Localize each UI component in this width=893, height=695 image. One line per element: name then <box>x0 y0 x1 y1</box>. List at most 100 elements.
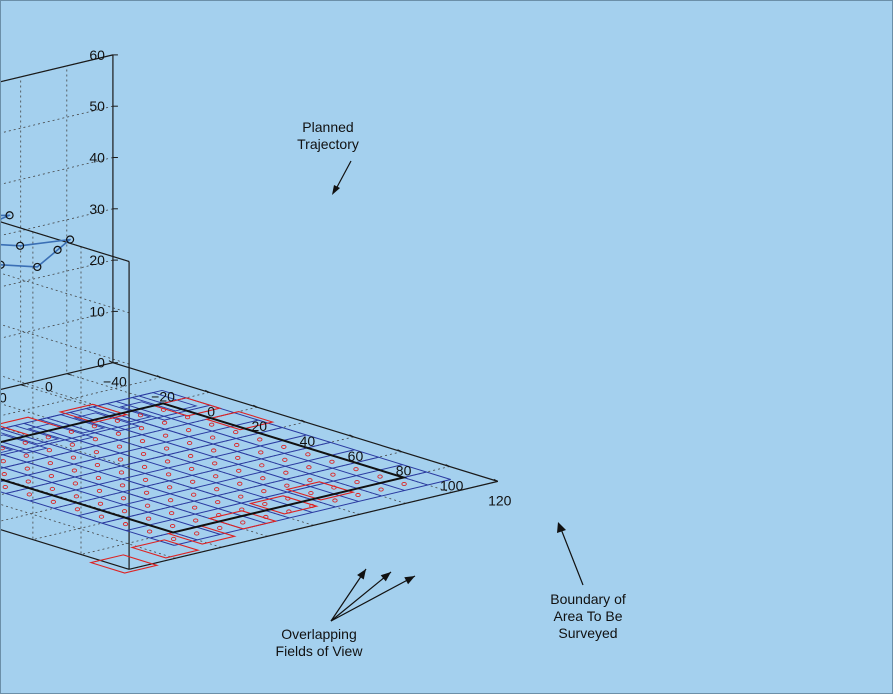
ground-waypoint <box>309 503 315 509</box>
x-tick-label: 60 <box>348 448 364 464</box>
ground-waypoint <box>140 451 147 457</box>
ground-waypoint <box>69 442 76 447</box>
ground-waypoint <box>185 428 192 433</box>
survey-boundary <box>1 402 408 534</box>
ground-waypoint <box>1 446 5 451</box>
ground-waypoint <box>215 500 221 505</box>
chart-axes <box>1 54 498 570</box>
ground-waypoint <box>166 485 173 490</box>
ground-waypoint <box>122 522 129 527</box>
ground-waypoint <box>70 455 77 460</box>
ground-waypoint <box>234 442 240 448</box>
ground-waypoint <box>331 485 337 490</box>
ground-waypoint <box>263 514 269 520</box>
coverage-cell <box>84 403 152 423</box>
ground-waypoint <box>285 496 291 501</box>
ground-waypoint <box>74 507 81 512</box>
ground-waypoint <box>48 473 55 479</box>
ground-waypoint <box>143 490 150 495</box>
ground-waypoint <box>164 459 171 464</box>
x-tick-label: 80 <box>396 463 412 479</box>
z-tick-label: 50 <box>89 98 105 114</box>
ground-waypoint <box>236 468 242 473</box>
field-of-view <box>204 411 275 431</box>
ground-waypoint <box>146 529 153 534</box>
ground-waypoint <box>186 441 193 446</box>
x-tick-mark <box>349 434 354 438</box>
ground-waypoint <box>239 507 245 512</box>
ground-waypoint <box>45 435 51 440</box>
overlapping-arrowhead <box>357 569 366 580</box>
coverage-line <box>92 406 382 497</box>
ground-waypoint <box>214 487 220 492</box>
ground-waypoint <box>209 422 215 427</box>
overlapping-fields-label: Overlapping Fields of View <box>276 626 364 659</box>
x-tick-label: 120 <box>488 492 512 508</box>
x-tick-mark <box>397 449 402 453</box>
ground-waypoint <box>282 457 288 462</box>
ground-waypoint <box>116 444 123 449</box>
ground-waypoint <box>49 486 56 491</box>
overlapping-arrowhead <box>404 576 415 585</box>
planned-trajectory-layer <box>1 211 75 272</box>
ground-waypoint <box>137 413 144 418</box>
field-of-view <box>88 554 159 574</box>
coverage-cell <box>27 423 95 443</box>
ground-waypoint <box>235 455 241 460</box>
ground-waypoint <box>216 512 222 518</box>
ground-waypoint <box>306 465 312 470</box>
ground-waypoint <box>91 424 98 429</box>
ground-waypoint <box>191 492 197 497</box>
y-tick-mark <box>20 384 26 387</box>
ground-waypoint <box>73 494 80 499</box>
x-tick-mark <box>108 360 114 364</box>
ground-waypoint <box>97 501 104 506</box>
ground-waypoint <box>22 440 28 445</box>
ground-waypoint <box>2 484 8 490</box>
ground-waypoint <box>190 479 196 484</box>
ground-waypoint <box>26 492 32 497</box>
ground-waypoint <box>188 466 195 471</box>
overlapping-pointer <box>330 568 367 622</box>
ground-waypoint <box>118 470 125 475</box>
ground-waypoint <box>192 505 198 510</box>
ground-waypoint <box>145 516 152 521</box>
coverage-line <box>1 491 175 546</box>
ground-waypoint <box>171 536 177 541</box>
field-of-view <box>130 539 201 559</box>
grid-line-y <box>1 428 314 526</box>
ground-waypoint <box>167 498 174 503</box>
coverage-cell <box>1 434 49 454</box>
ground-waypoint <box>240 520 246 525</box>
z-tick-label: 30 <box>89 201 105 217</box>
x-tick-mark <box>445 464 450 467</box>
ground-waypoint <box>46 448 52 453</box>
trajectory-waypoint <box>15 241 25 250</box>
ground-waypoint <box>1 472 7 477</box>
back-floor-edge <box>1 529 130 570</box>
ground-waypoint <box>144 503 151 508</box>
back-top-edge <box>1 221 130 263</box>
survey-ground-layer <box>1 389 451 574</box>
x-tick-mark <box>301 419 306 423</box>
ground-waypoint <box>120 496 127 501</box>
coverage-line <box>115 400 405 491</box>
field-of-view <box>58 403 129 423</box>
x-tick-label: 100 <box>440 478 464 494</box>
trajectory-waypoint <box>5 211 14 220</box>
ground-waypoint <box>47 461 53 466</box>
planned-trajectory-arrowhead <box>332 185 340 195</box>
ground-waypoint <box>378 487 384 492</box>
ground-waypoint <box>213 474 219 479</box>
ground-waypoint <box>193 518 199 523</box>
z-tick-label: 20 <box>89 252 105 268</box>
z-tick-label: 60 <box>89 47 105 63</box>
field-of-view <box>285 481 356 501</box>
ground-waypoint <box>142 477 149 482</box>
ground-waypoint <box>259 463 265 468</box>
grid-line-y <box>1 478 222 548</box>
x-tick-mark <box>156 375 162 378</box>
ground-waypoint <box>238 494 244 499</box>
ground-waypoint <box>211 448 217 453</box>
